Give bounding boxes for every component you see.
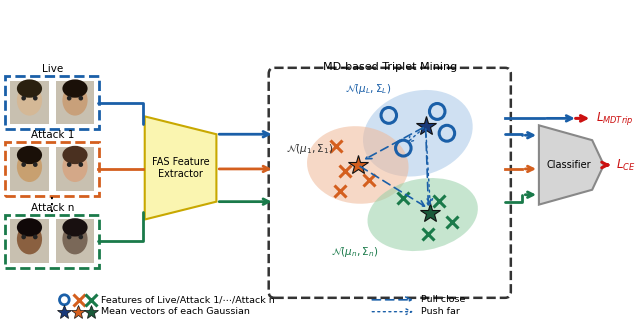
Bar: [56, 220, 94, 263]
Ellipse shape: [63, 79, 88, 98]
Text: Features of Live/Attack 1/⋯/Attack n: Features of Live/Attack 1/⋯/Attack n: [101, 295, 275, 304]
Circle shape: [33, 234, 38, 239]
Text: Attack n: Attack n: [31, 203, 74, 213]
Text: $\mathcal{N}(\mu_n, \Sigma_n)$: $\mathcal{N}(\mu_n, \Sigma_n)$: [331, 245, 378, 259]
Ellipse shape: [63, 218, 88, 236]
Text: Pull close: Pull close: [420, 295, 465, 304]
Ellipse shape: [17, 151, 42, 182]
Circle shape: [33, 162, 38, 167]
Ellipse shape: [17, 218, 42, 236]
Circle shape: [79, 96, 83, 100]
Bar: [56, 147, 94, 191]
Ellipse shape: [63, 146, 88, 164]
Bar: [10, 147, 49, 191]
Ellipse shape: [17, 224, 42, 255]
Bar: [10, 220, 49, 263]
FancyBboxPatch shape: [5, 142, 99, 196]
Ellipse shape: [63, 85, 88, 116]
Text: $\mathcal{N}(\mu_1, \Sigma_1)$: $\mathcal{N}(\mu_1, \Sigma_1)$: [286, 142, 333, 156]
Text: Attack 1: Attack 1: [31, 130, 74, 140]
Circle shape: [67, 162, 72, 167]
Text: Classifier: Classifier: [546, 160, 591, 170]
Circle shape: [67, 96, 72, 100]
Circle shape: [33, 96, 38, 100]
Circle shape: [21, 234, 26, 239]
FancyBboxPatch shape: [5, 214, 99, 268]
Bar: [56, 81, 94, 124]
Ellipse shape: [63, 224, 88, 255]
Ellipse shape: [363, 90, 473, 177]
Text: $L_{MDTrip}$: $L_{MDTrip}$: [596, 110, 634, 127]
Text: $L_{CE}$: $L_{CE}$: [616, 157, 636, 172]
Ellipse shape: [367, 178, 478, 251]
Circle shape: [67, 234, 72, 239]
Circle shape: [21, 96, 26, 100]
Circle shape: [21, 162, 26, 167]
Text: ⋮: ⋮: [44, 196, 61, 214]
Text: FAS Feature
Extractor: FAS Feature Extractor: [152, 157, 209, 179]
Ellipse shape: [63, 151, 88, 182]
Text: Push far: Push far: [420, 307, 460, 316]
Text: $\mathcal{N}(\mu_L, \Sigma_L)$: $\mathcal{N}(\mu_L, \Sigma_L)$: [345, 82, 392, 96]
Ellipse shape: [307, 126, 408, 204]
Text: MD-based Triplet Mining: MD-based Triplet Mining: [323, 62, 457, 72]
Ellipse shape: [17, 79, 42, 98]
Circle shape: [79, 162, 83, 167]
Circle shape: [79, 234, 83, 239]
Text: Live: Live: [42, 64, 63, 74]
FancyBboxPatch shape: [5, 76, 99, 129]
Text: Mean vectors of each Gaussian: Mean vectors of each Gaussian: [101, 307, 250, 316]
Polygon shape: [539, 125, 604, 205]
Polygon shape: [145, 116, 216, 220]
Ellipse shape: [17, 146, 42, 164]
Bar: [10, 81, 49, 124]
Ellipse shape: [17, 85, 42, 116]
